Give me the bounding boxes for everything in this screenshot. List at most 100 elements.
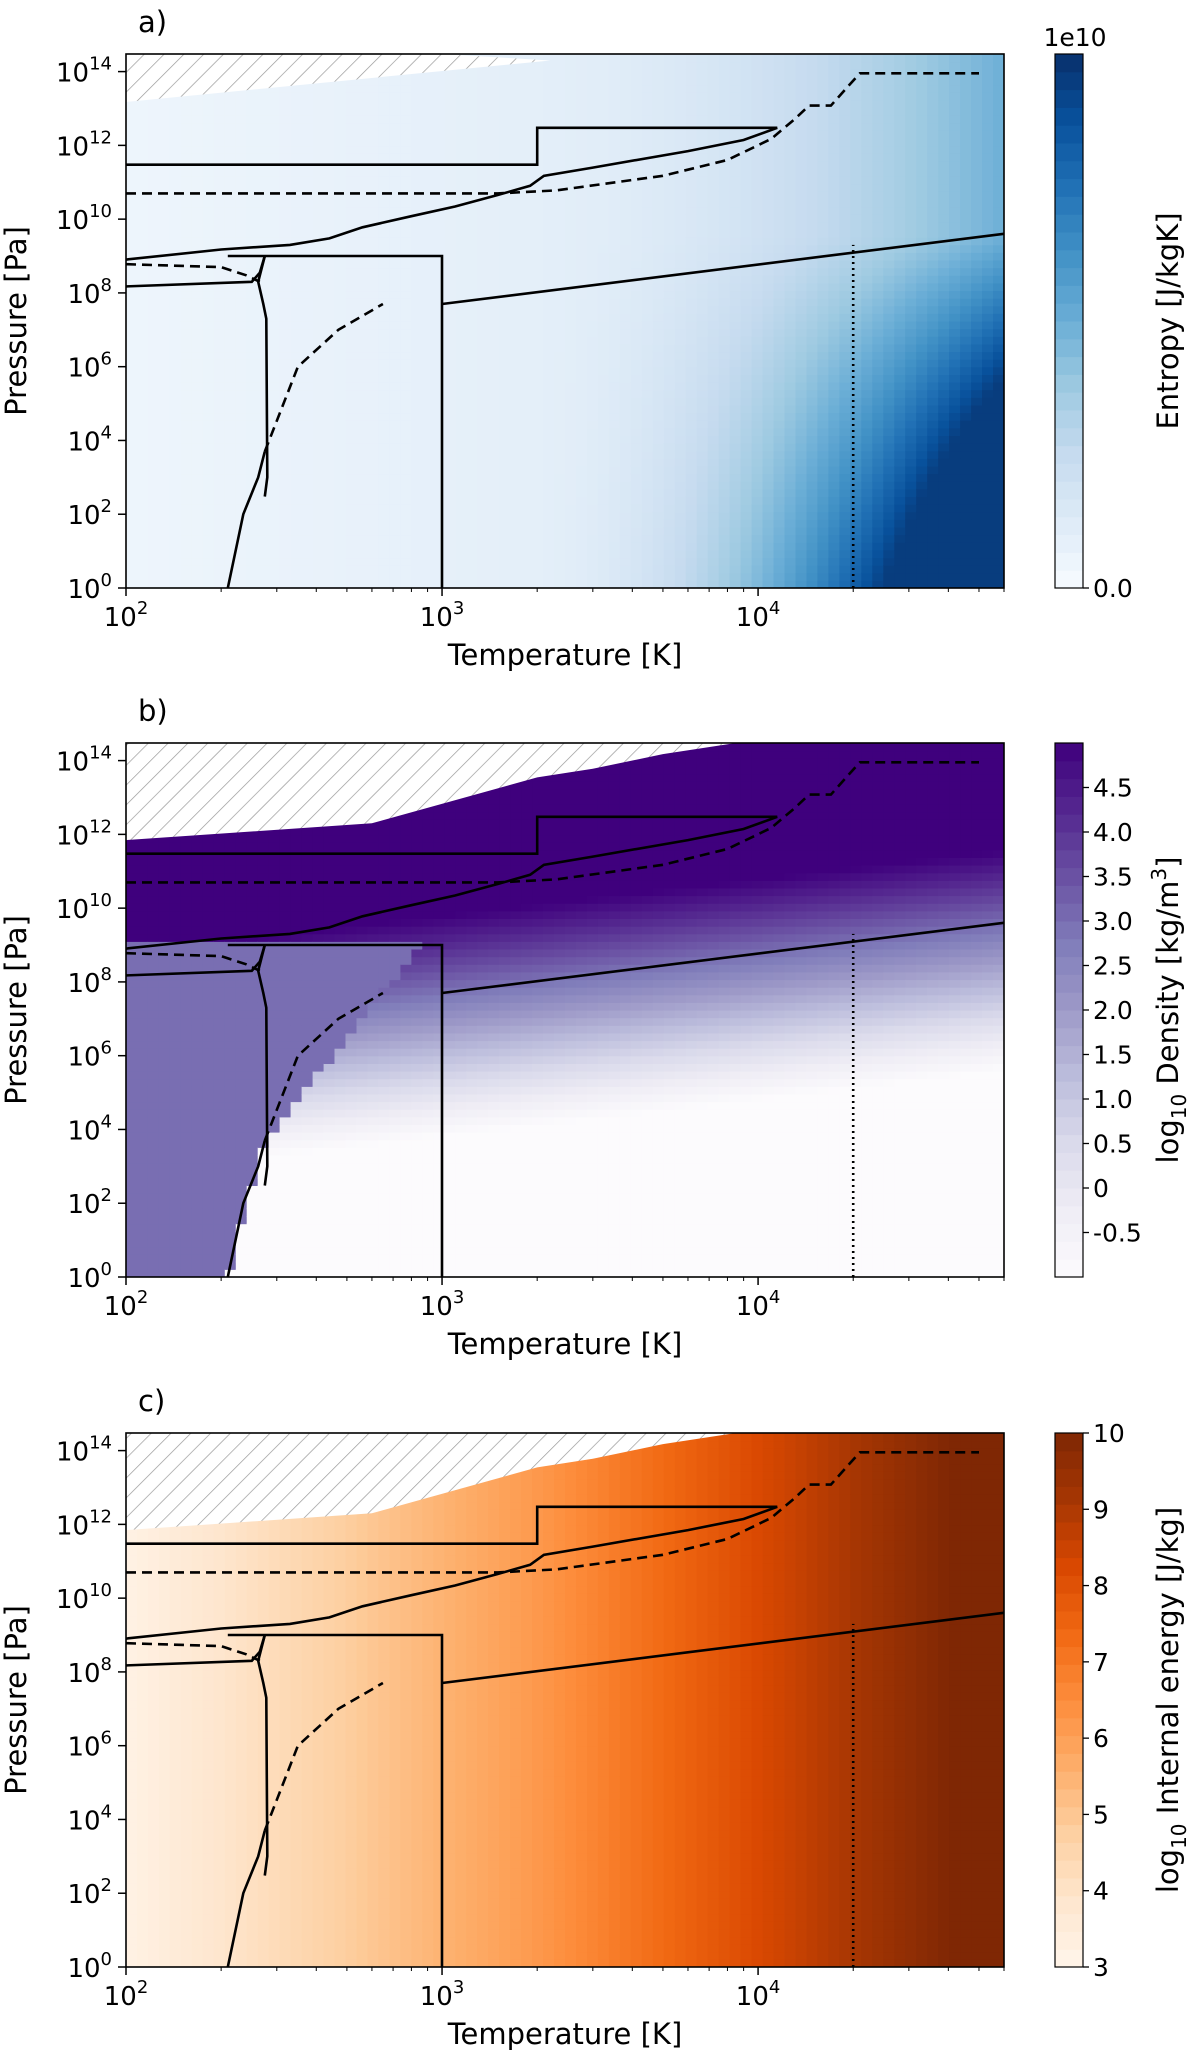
heatmap-cell: [806, 153, 819, 162]
heatmap-cell: [773, 229, 786, 238]
heatmap-cell: [400, 137, 412, 147]
heatmap-cell: [510, 488, 522, 497]
heatmap-cell: [828, 580, 840, 588]
heatmap-cell: [905, 557, 917, 566]
heatmap-cell: [576, 542, 588, 551]
heatmap-cell: [652, 252, 665, 261]
heatmap-cell: [850, 321, 862, 330]
heatmap-cell: [718, 137, 731, 147]
heatmap-cell: [641, 366, 654, 375]
heatmap-cell: [378, 534, 390, 543]
heatmap-cell: [674, 435, 687, 444]
heatmap-cell: [477, 267, 489, 276]
heatmap-cell: [279, 321, 292, 330]
heatmap-cell: [422, 542, 434, 551]
heatmap-cell: [290, 328, 303, 337]
heatmap-cell: [411, 298, 423, 307]
heatmap-cell: [828, 504, 840, 513]
heatmap-cell: [466, 435, 478, 444]
heatmap-cell: [565, 92, 577, 101]
heatmap-cell: [894, 427, 906, 436]
heatmap-cell: [477, 366, 489, 375]
heatmap-cell: [773, 328, 786, 337]
heatmap-cell: [751, 565, 764, 574]
heatmap-cell: [718, 76, 731, 86]
heatmap-cell: [126, 328, 138, 337]
heatmap-cell: [345, 519, 358, 528]
heatmap-cell: [806, 76, 819, 86]
heatmap-cell: [202, 580, 215, 588]
heatmap-cell: [301, 359, 314, 368]
heatmap-cell: [488, 290, 500, 299]
heatmap-cell: [751, 366, 764, 375]
heatmap-cell: [323, 473, 336, 482]
heatmap-cell: [905, 389, 917, 398]
heatmap-cell: [674, 267, 687, 276]
heatmap-cell: [147, 580, 160, 588]
heatmap-cell: [521, 214, 533, 223]
heatmap-cell: [685, 488, 698, 497]
heatmap-cell: [817, 153, 829, 162]
heatmap-cell: [510, 519, 522, 528]
heatmap-cell: [499, 76, 511, 86]
heatmap-cell: [532, 389, 544, 398]
heatmap-cell: [707, 542, 720, 551]
heatmap-cell: [905, 572, 917, 581]
heatmap-cell: [422, 511, 434, 520]
heatmap-cell: [137, 176, 149, 185]
heatmap-cell: [652, 275, 665, 284]
heatmap-cell: [246, 481, 259, 490]
heatmap-cell: [696, 275, 709, 284]
heatmap-cell: [839, 214, 851, 223]
heatmap-cell: [696, 229, 709, 238]
heatmap-cell: [543, 115, 555, 124]
heatmap-cell: [334, 473, 347, 482]
heatmap-cell: [169, 229, 182, 238]
heatmap-cell: [554, 549, 566, 559]
heatmap-cell: [488, 527, 500, 536]
heatmap-cell: [345, 145, 358, 154]
heatmap-cell: [663, 298, 676, 307]
heatmap-cell: [126, 519, 138, 528]
heatmap-cell: [806, 481, 819, 490]
heatmap-cell: [433, 473, 445, 482]
heatmap-cell: [532, 328, 544, 337]
heatmap-cell: [213, 382, 226, 391]
heatmap-cell: [180, 519, 193, 528]
heatmap-cell: [740, 313, 753, 322]
heatmap-cell: [268, 229, 281, 238]
heatmap-cell: [224, 450, 237, 459]
heatmap-cell: [861, 275, 873, 284]
heatmap-cell: [147, 351, 160, 360]
heatmap-cell: [455, 252, 467, 261]
heatmap-cell: [224, 237, 237, 246]
heatmap-cell: [499, 69, 511, 78]
heatmap-cell: [521, 282, 533, 292]
heatmap-cell: [532, 229, 544, 238]
heatmap-cell: [619, 183, 632, 192]
heatmap-cell: [268, 336, 281, 345]
heatmap-cell: [466, 450, 478, 459]
heatmap-cell: [773, 557, 786, 566]
heatmap-cell: [762, 443, 775, 452]
heatmap-cell: [850, 290, 862, 299]
heatmap-cell: [433, 168, 445, 177]
heatmap-cell: [685, 511, 698, 520]
heatmap-cell: [499, 443, 511, 452]
heatmap-cell: [169, 221, 182, 230]
heatmap-cell: [773, 252, 786, 261]
heatmap-cell: [608, 389, 621, 398]
heatmap-cell: [158, 321, 171, 330]
heatmap-cell: [817, 496, 829, 505]
heatmap-cell: [740, 221, 753, 230]
heatmap-cell: [608, 321, 621, 330]
heatmap-cell: [839, 549, 851, 559]
heatmap-cell: [839, 183, 851, 192]
heatmap-cell: [663, 580, 676, 588]
heatmap-cell: [806, 450, 819, 459]
heatmap-cell: [389, 519, 401, 528]
heatmap-cell: [455, 389, 467, 398]
heatmap-cell: [126, 534, 138, 543]
heatmap-cell: [773, 305, 786, 314]
heatmap-cell: [696, 336, 709, 345]
